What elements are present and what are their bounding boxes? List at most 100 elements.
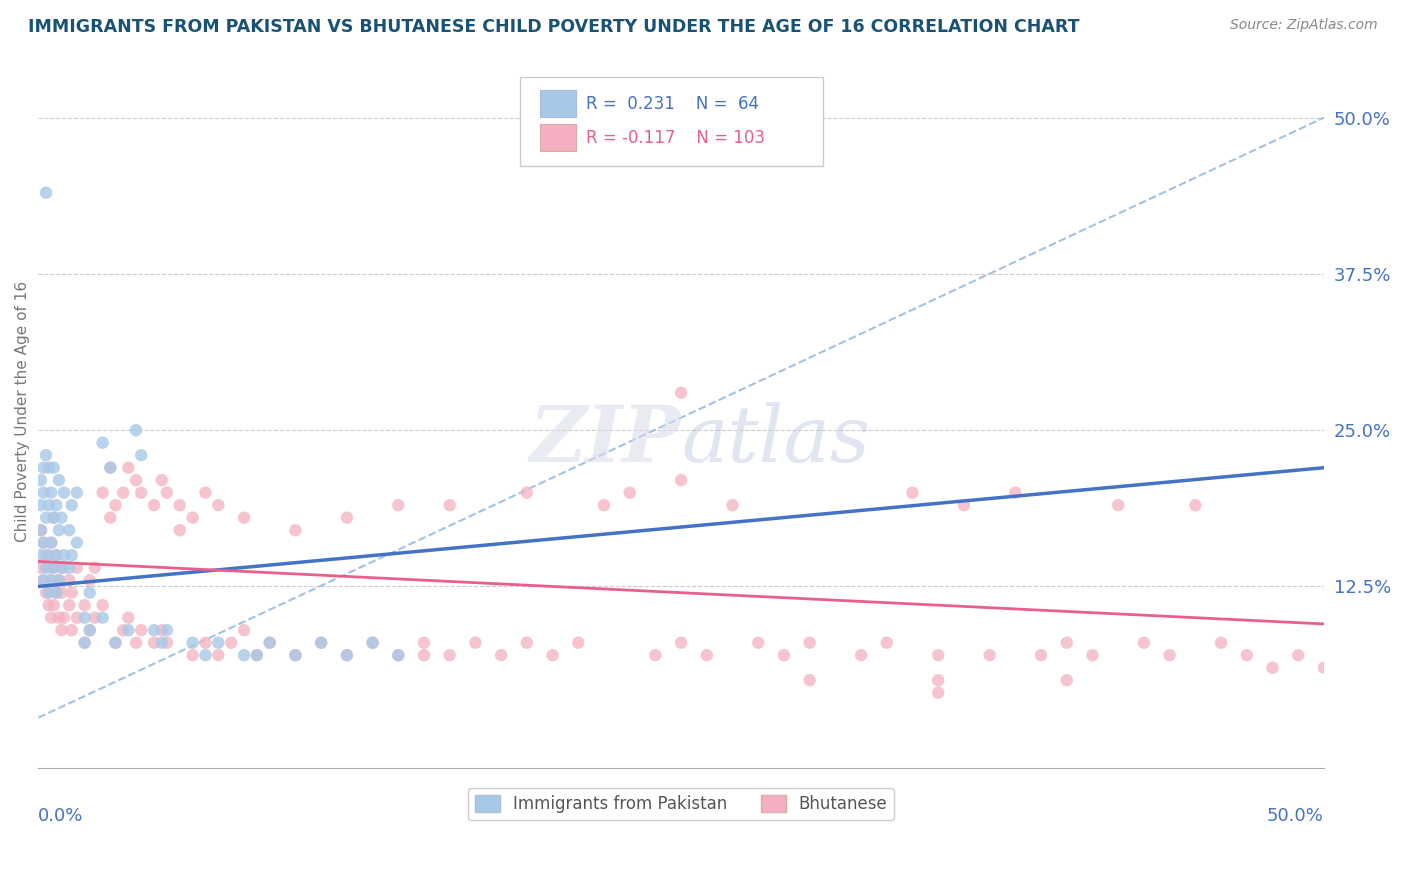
Point: [156, 485, 179, 500]
Point: [309, 636, 332, 650]
Point: [91, 610, 114, 624]
Point: [48, 573, 70, 587]
Point: [30, 560, 52, 574]
Point: [1236, 648, 1258, 663]
FancyBboxPatch shape: [540, 124, 575, 152]
Point: [129, 448, 152, 462]
Point: [876, 636, 898, 650]
Point: [284, 648, 307, 663]
FancyBboxPatch shape: [540, 90, 575, 117]
Point: [30, 498, 52, 512]
Point: [849, 648, 872, 663]
Point: [125, 423, 148, 437]
Point: [32, 460, 55, 475]
Point: [66, 560, 89, 574]
Point: [66, 485, 89, 500]
Point: [129, 623, 152, 637]
Point: [143, 623, 166, 637]
Point: [1209, 636, 1232, 650]
Point: [58, 598, 80, 612]
Point: [593, 498, 616, 512]
Text: R =  0.231    N =  64: R = 0.231 N = 64: [586, 95, 759, 112]
Point: [60, 548, 83, 562]
Point: [361, 636, 384, 650]
Point: [489, 648, 512, 663]
Point: [927, 648, 949, 663]
Text: atlas: atlas: [681, 401, 870, 478]
Point: [30, 523, 52, 537]
Point: [1029, 648, 1052, 663]
Point: [38, 460, 60, 475]
Point: [387, 498, 409, 512]
Point: [91, 435, 114, 450]
Point: [79, 623, 101, 637]
Point: [60, 585, 83, 599]
Point: [284, 648, 307, 663]
Point: [83, 610, 105, 624]
Text: 50.0%: 50.0%: [1267, 807, 1324, 825]
Y-axis label: Child Poverty Under the Age of 16: Child Poverty Under the Age of 16: [15, 281, 30, 542]
Point: [953, 498, 976, 512]
Point: [48, 573, 70, 587]
Point: [79, 573, 101, 587]
Point: [143, 636, 166, 650]
Point: [194, 636, 217, 650]
Point: [1286, 648, 1309, 663]
Point: [219, 636, 242, 650]
Point: [669, 636, 692, 650]
Point: [387, 648, 409, 663]
Point: [35, 448, 58, 462]
Point: [48, 523, 70, 537]
Point: [53, 610, 76, 624]
Text: ZIP: ZIP: [530, 401, 681, 478]
Point: [156, 623, 179, 637]
Point: [207, 636, 229, 650]
Point: [439, 498, 461, 512]
Point: [927, 686, 949, 700]
Point: [619, 485, 641, 500]
Point: [30, 548, 52, 562]
Point: [32, 535, 55, 549]
Point: [48, 473, 70, 487]
Point: [39, 610, 62, 624]
Point: [439, 648, 461, 663]
Point: [58, 523, 80, 537]
Point: [150, 623, 173, 637]
Point: [336, 648, 359, 663]
Point: [45, 548, 67, 562]
Point: [799, 673, 821, 688]
Point: [246, 648, 269, 663]
Point: [413, 648, 436, 663]
Point: [669, 473, 692, 487]
Point: [45, 585, 67, 599]
Point: [150, 473, 173, 487]
Point: [66, 610, 89, 624]
Point: [541, 648, 564, 663]
Point: [35, 560, 58, 574]
Text: 0.0%: 0.0%: [38, 807, 84, 825]
Point: [73, 610, 96, 624]
Point: [927, 673, 949, 688]
Point: [112, 623, 135, 637]
Point: [117, 623, 139, 637]
Point: [48, 610, 70, 624]
Point: [83, 560, 105, 574]
Point: [42, 510, 65, 524]
Point: [38, 498, 60, 512]
Point: [181, 648, 204, 663]
Point: [66, 535, 89, 549]
Point: [104, 636, 127, 650]
Point: [233, 623, 256, 637]
Point: [104, 636, 127, 650]
Point: [79, 585, 101, 599]
Point: [125, 473, 148, 487]
Point: [104, 498, 127, 512]
Point: [259, 636, 281, 650]
Point: [259, 636, 281, 650]
Point: [464, 636, 486, 650]
Point: [747, 636, 769, 650]
Point: [30, 473, 52, 487]
Point: [73, 636, 96, 650]
Point: [79, 623, 101, 637]
Point: [169, 523, 191, 537]
